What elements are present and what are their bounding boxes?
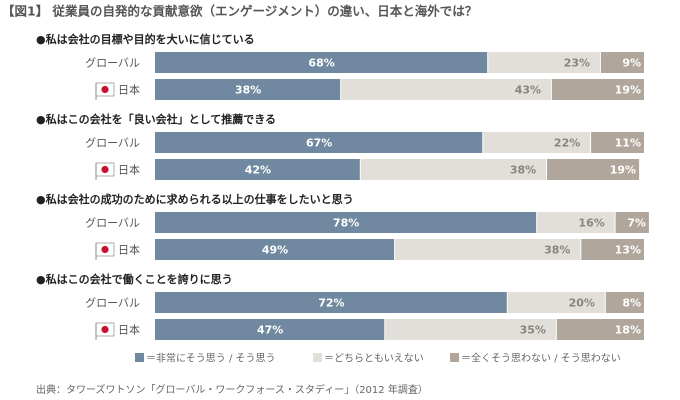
bar-segment [581,239,644,260]
bar-segment [483,132,591,153]
legend-swatch [313,353,322,362]
bar-segment [155,292,507,313]
value-label: 7% [627,217,646,230]
bar-segment [591,132,644,153]
legend-label: ＝非常にそう思う / そう思う [146,352,276,365]
bar-segment [155,132,483,153]
value-label: 49% [262,244,288,257]
value-label: 72% [318,297,344,310]
bar-segment [155,319,385,340]
bar-segment [385,319,556,340]
group-title: ●私はこの会社で働くことを誇りに思う [36,272,233,286]
value-label: 43% [515,84,541,97]
value-label: 20% [569,297,595,310]
value-label: 47% [257,324,283,337]
group-title: ●私は会社の目標や目的を大いに信じている [36,32,255,46]
value-label: 23% [564,57,590,70]
chart-title: 【図1】 従業員の自発的な貢献意欲（エンゲージメント）の違い、日本と海外では？ [2,4,477,19]
value-label: 22% [554,137,580,150]
bar-segment [155,212,537,233]
category-label: 日本 [118,323,140,337]
legend-swatch [135,353,144,362]
bar-segment [360,159,546,180]
bar-segment [155,159,360,180]
group-title: ●私はこの会社を「良い会社」として推薦できる [36,112,276,126]
value-label: 13% [615,244,641,257]
bar-segment [556,319,644,340]
value-label: 38% [235,84,261,97]
value-label: 42% [245,164,271,177]
legend-label: ＝どちらともいえない [324,353,424,365]
bar-segment [488,52,600,73]
bar-segment [615,212,649,233]
bar-segment [507,292,605,313]
category-label: 日本 [118,243,140,257]
bar-segment [155,79,341,100]
value-label: 38% [544,244,570,257]
bar-segment [155,52,488,73]
flag-icon [101,85,109,94]
source-note: 出典：タワーズワトソン「グローバル・ワークフォース・スタディー」（2012 年調… [36,383,428,396]
value-label: 35% [520,324,546,337]
bar-segment [155,239,395,260]
flag-icon [101,165,109,174]
bar-segment [537,212,615,233]
flag-icon [101,325,109,334]
flag-icon [101,245,109,254]
category-label: グローバル [85,216,140,230]
legend-swatch [450,353,459,362]
category-label: 日本 [118,163,140,177]
bar-segment [547,159,640,180]
category-label: グローバル [85,136,140,150]
bar-segment [395,239,581,260]
value-label: 16% [578,217,604,230]
category-label: グローバル [85,56,140,70]
value-label: 78% [333,217,359,230]
group-title: ●私は会社の成功のために求められる以上の仕事をしたいと思う [36,192,354,206]
value-label: 67% [306,137,332,150]
legend-label: ＝全くそう思わない / そう思わない [461,352,621,365]
value-label: 68% [308,57,334,70]
value-label: 9% [622,57,641,70]
value-label: 8% [622,297,641,310]
value-label: 19% [610,164,636,177]
bar-segment [341,79,551,100]
bar-segment [600,52,644,73]
bar-segment [551,79,644,100]
value-label: 38% [510,164,536,177]
value-label: 18% [615,324,641,337]
category-label: グローバル [85,296,140,310]
category-label: 日本 [118,83,140,97]
value-label: 19% [615,84,641,97]
bar-segment [605,292,644,313]
value-label: 11% [615,137,641,150]
